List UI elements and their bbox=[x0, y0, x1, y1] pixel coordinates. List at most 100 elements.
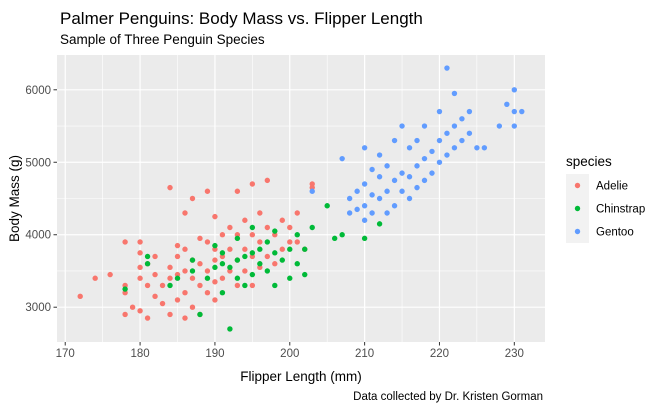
data-point bbox=[242, 253, 248, 260]
data-point bbox=[249, 181, 256, 187]
data-point bbox=[354, 206, 360, 213]
data-point bbox=[257, 210, 263, 216]
legend-item-gentoo: Gentoo bbox=[566, 220, 634, 243]
data-point bbox=[459, 116, 465, 122]
data-point bbox=[361, 217, 368, 223]
data-point bbox=[264, 224, 271, 231]
data-point bbox=[444, 152, 450, 158]
data-point bbox=[496, 123, 503, 129]
data-point bbox=[234, 188, 241, 194]
data-point bbox=[174, 253, 181, 260]
data-point bbox=[204, 239, 211, 245]
data-point bbox=[504, 101, 510, 107]
data-point bbox=[167, 282, 173, 289]
data-point bbox=[212, 264, 218, 271]
data-point bbox=[444, 130, 450, 136]
data-point bbox=[361, 181, 368, 187]
x-axis: 170 180 190 200 210 220 230 bbox=[56, 342, 524, 360]
data-point bbox=[249, 232, 256, 238]
data-point bbox=[451, 90, 458, 97]
data-point bbox=[219, 261, 226, 267]
data-point bbox=[212, 213, 218, 220]
data-point bbox=[137, 308, 143, 314]
legend-label: Chinstrap bbox=[596, 204, 645, 216]
data-point bbox=[444, 65, 450, 71]
data-point bbox=[287, 224, 293, 231]
y-tick-label: 5000 bbox=[25, 157, 51, 169]
data-point bbox=[212, 279, 218, 285]
data-point bbox=[204, 290, 211, 296]
legend-swatch bbox=[574, 205, 581, 212]
data-point bbox=[144, 261, 151, 267]
legend-item-adelie: Adelie bbox=[566, 174, 628, 197]
legend-swatch bbox=[574, 228, 581, 235]
data-point bbox=[249, 271, 256, 278]
data-point bbox=[414, 163, 420, 169]
data-point bbox=[384, 188, 390, 194]
data-point bbox=[227, 264, 233, 271]
data-point bbox=[391, 177, 398, 184]
data-point bbox=[481, 145, 488, 151]
data-point bbox=[309, 188, 315, 194]
data-point bbox=[219, 275, 226, 281]
data-point bbox=[287, 239, 293, 245]
data-point bbox=[122, 239, 128, 245]
data-point bbox=[324, 203, 330, 209]
y-tick-label: 4000 bbox=[25, 230, 51, 242]
legend-items: Adelie Chinstrap Gentoo bbox=[566, 174, 645, 243]
legend-label: Gentoo bbox=[596, 227, 634, 239]
data-point bbox=[436, 137, 443, 144]
data-point bbox=[302, 271, 308, 278]
data-point bbox=[242, 217, 248, 223]
data-point bbox=[182, 210, 188, 216]
data-point bbox=[219, 290, 226, 296]
data-point bbox=[294, 210, 300, 216]
y-axis-title: Body Mass (g) bbox=[7, 155, 22, 242]
data-point bbox=[152, 293, 158, 300]
data-point bbox=[354, 188, 360, 194]
data-point bbox=[272, 250, 278, 256]
data-point bbox=[376, 221, 383, 227]
data-point bbox=[219, 250, 226, 256]
data-point bbox=[376, 152, 383, 158]
data-point bbox=[331, 235, 338, 242]
x-tick-label: 170 bbox=[56, 348, 75, 360]
data-point bbox=[406, 195, 413, 202]
data-point bbox=[287, 275, 293, 281]
data-point bbox=[77, 293, 83, 300]
data-point bbox=[279, 246, 285, 252]
legend-label: Adelie bbox=[596, 181, 628, 193]
data-point bbox=[429, 170, 435, 176]
data-point bbox=[197, 235, 203, 242]
data-point bbox=[361, 203, 368, 209]
data-point bbox=[264, 253, 271, 260]
legend: species Adelie Chinstrap Gentoo bbox=[566, 154, 645, 243]
data-point bbox=[451, 145, 458, 151]
data-point bbox=[144, 315, 151, 321]
data-point bbox=[257, 261, 263, 267]
data-point bbox=[212, 242, 218, 249]
data-point bbox=[182, 268, 188, 274]
data-point bbox=[137, 275, 143, 281]
data-point bbox=[152, 271, 158, 278]
data-point bbox=[346, 210, 353, 216]
data-point bbox=[287, 246, 293, 252]
x-tick-label: 180 bbox=[130, 348, 149, 360]
data-point bbox=[234, 275, 241, 281]
data-point bbox=[159, 282, 166, 289]
data-point bbox=[144, 282, 151, 289]
data-point bbox=[212, 257, 218, 263]
data-point bbox=[174, 242, 181, 249]
data-point bbox=[264, 268, 271, 274]
data-point bbox=[272, 228, 278, 234]
data-point bbox=[339, 155, 345, 162]
data-point bbox=[197, 311, 203, 318]
data-point bbox=[474, 145, 480, 151]
data-point bbox=[234, 235, 241, 242]
chart-title: Palmer Penguins: Body Mass vs. Flipper L… bbox=[60, 9, 423, 28]
data-point bbox=[257, 246, 263, 252]
data-point bbox=[339, 232, 345, 238]
data-point bbox=[174, 275, 181, 281]
data-point bbox=[227, 326, 233, 332]
data-point bbox=[272, 261, 278, 267]
